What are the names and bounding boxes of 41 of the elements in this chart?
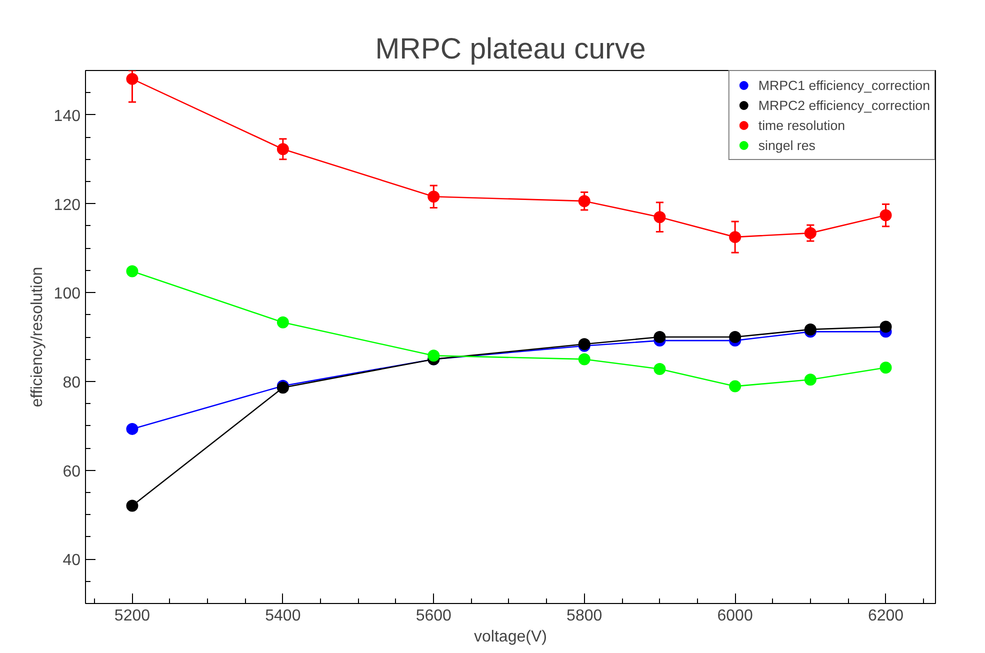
x-tick-label: 5600: [416, 608, 452, 624]
y-tick-label: 40: [62, 552, 81, 570]
x-tick-label: 6200: [868, 608, 904, 624]
y-axis-title: efficiency/resolution: [28, 266, 46, 408]
point: [428, 350, 440, 362]
point: [804, 374, 816, 386]
legend-label: MRPC2 efficiency_correction: [758, 98, 930, 112]
point: [126, 422, 138, 435]
point: [804, 323, 816, 336]
y-tick-label: 120: [54, 196, 81, 214]
point: [880, 362, 892, 374]
x-tick-label: 5400: [265, 608, 301, 624]
y-tick-label: 60: [62, 463, 81, 480]
point: [126, 500, 138, 512]
point: [804, 227, 816, 240]
legend-label: time resolution: [758, 118, 846, 132]
x-tick-label: 6000: [717, 608, 753, 624]
x-tick-label: 5800: [566, 608, 602, 624]
chart-title: MRPC plateau curve: [375, 32, 646, 66]
point: [578, 353, 590, 366]
y-tick-label: 140: [54, 108, 81, 125]
point: [880, 320, 892, 333]
x-axis-title: voltage(V): [474, 628, 547, 646]
point: [654, 211, 666, 224]
point: [729, 380, 742, 392]
y-tick-label: 100: [54, 286, 81, 303]
point: [276, 316, 289, 328]
point: [654, 331, 666, 343]
point: [428, 190, 440, 203]
legend-label: MRPC1 efficiency_correction: [758, 78, 930, 92]
x-tick-label: 5200: [114, 608, 150, 624]
point: [729, 231, 742, 244]
point: [276, 143, 289, 156]
point: [126, 265, 138, 278]
point: [126, 72, 138, 85]
legend-label: singel res: [758, 138, 816, 152]
point: [729, 331, 742, 343]
point: [654, 362, 666, 375]
point: [578, 195, 590, 208]
y-tick-label: 80: [62, 374, 81, 392]
point: [880, 209, 892, 222]
